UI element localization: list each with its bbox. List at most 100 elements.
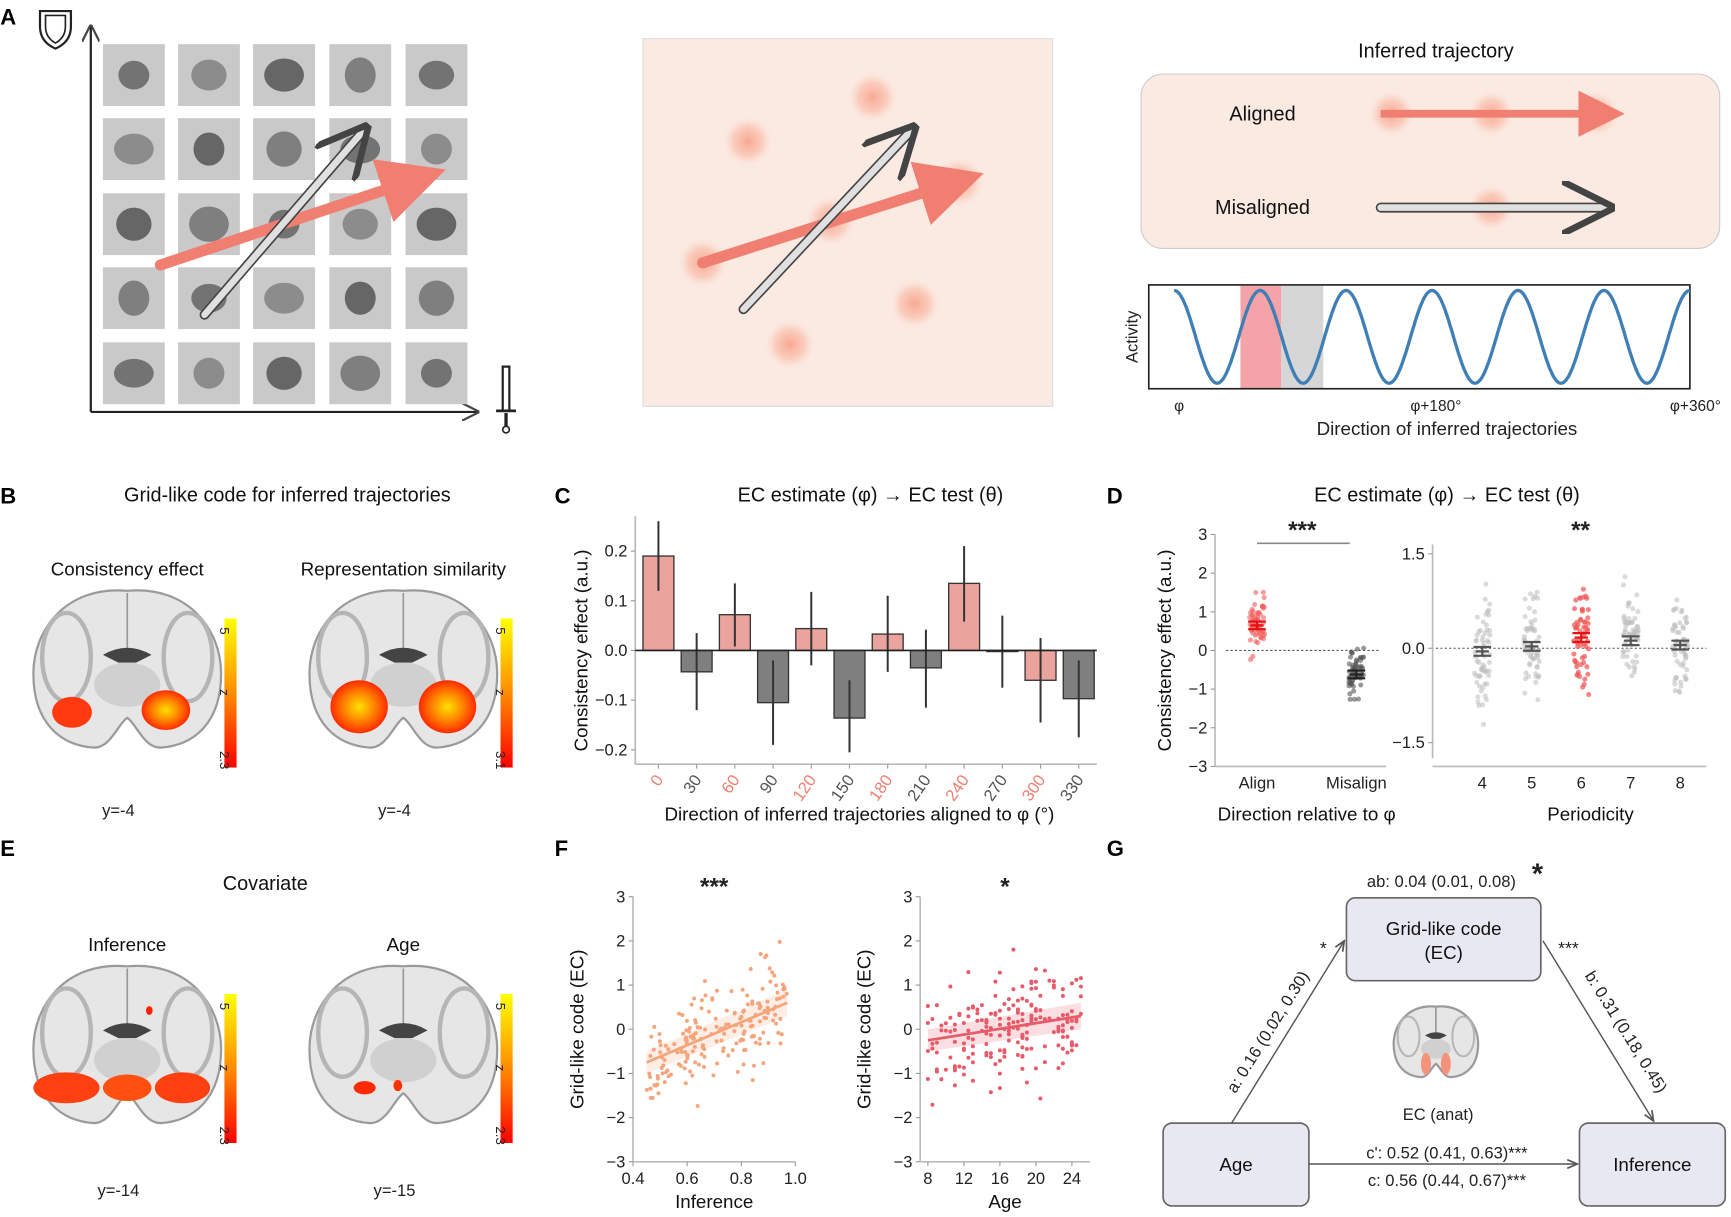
x-tick-label: 8 bbox=[923, 1169, 932, 1188]
data-point bbox=[1353, 657, 1359, 663]
data-point bbox=[1038, 1008, 1043, 1013]
data-point bbox=[1006, 1006, 1011, 1011]
data-point bbox=[1678, 683, 1684, 689]
data-point bbox=[683, 1037, 688, 1042]
data-point bbox=[762, 1015, 767, 1020]
data-point bbox=[648, 1086, 653, 1091]
data-point bbox=[741, 1062, 746, 1067]
data-point bbox=[1024, 1036, 1029, 1041]
data-point bbox=[1056, 1024, 1061, 1029]
book-icon bbox=[178, 118, 240, 181]
data-point bbox=[1682, 673, 1688, 679]
data-point bbox=[1522, 690, 1528, 696]
data-point bbox=[1060, 1046, 1065, 1051]
data-point bbox=[1578, 662, 1584, 668]
y-tick-label: 2 bbox=[903, 931, 912, 950]
y-tick-label: −2 bbox=[606, 1108, 625, 1127]
y-tick-label: 3 bbox=[1198, 525, 1207, 544]
data-point bbox=[1011, 1020, 1016, 1025]
data-point bbox=[1483, 622, 1489, 628]
data-point bbox=[1006, 1038, 1011, 1043]
data-point bbox=[1029, 1015, 1034, 1020]
chart-f-right: 3 2 1 0 −1 −2 −3 8 12 16 20 24 * Age Grid-like code (E… bbox=[853, 874, 1090, 1212]
y-tick-label: −3 bbox=[894, 1152, 913, 1171]
data-point bbox=[1580, 586, 1586, 592]
x-tick-label: 120 bbox=[789, 771, 820, 805]
data-point bbox=[771, 1018, 776, 1023]
data-point bbox=[970, 1078, 975, 1083]
data-point bbox=[1015, 1040, 1020, 1045]
data-point bbox=[750, 1023, 755, 1028]
guitar-icon bbox=[178, 267, 240, 330]
data-point bbox=[993, 1012, 998, 1017]
outcome-box: Inference bbox=[1578, 1122, 1727, 1207]
activity-curve bbox=[1173, 288, 1691, 385]
panel-label-b: B bbox=[0, 484, 16, 509]
pinecone-icon bbox=[102, 118, 165, 181]
trajectory-illustration: Inferred trajectory Aligned Misaligned bbox=[1140, 40, 1721, 250]
data-point bbox=[997, 1071, 1002, 1076]
x-tick-label: 16 bbox=[991, 1169, 1009, 1188]
data-point bbox=[1582, 653, 1588, 659]
data-point bbox=[784, 991, 789, 996]
data-point bbox=[777, 996, 782, 1001]
data-point bbox=[782, 986, 787, 991]
data-point bbox=[1484, 681, 1490, 687]
data-point bbox=[677, 1011, 682, 1016]
data-point bbox=[1584, 664, 1590, 670]
data-point bbox=[988, 1055, 993, 1060]
chart-title: EC estimate (φ) → EC test (θ) bbox=[738, 484, 1004, 506]
data-point bbox=[1534, 589, 1540, 595]
data-point bbox=[1532, 617, 1538, 623]
data-point bbox=[1346, 661, 1352, 667]
data-point bbox=[1060, 1023, 1065, 1028]
map-title: Representation similarity bbox=[301, 558, 507, 579]
data-point bbox=[1632, 630, 1638, 636]
regression-line bbox=[927, 1014, 1082, 1042]
colorbar-max: 5 bbox=[493, 627, 508, 634]
y-axis-label: Consistency effect (a.u.) bbox=[1154, 549, 1175, 751]
x-tick-label: 210 bbox=[903, 771, 934, 805]
data-point bbox=[975, 1007, 980, 1012]
data-point bbox=[662, 1080, 667, 1085]
data-point bbox=[934, 1040, 939, 1045]
data-point bbox=[730, 1048, 735, 1053]
y-tick-label: −0.1 bbox=[595, 691, 628, 710]
mediator-box-label: Grid-like code bbox=[1386, 918, 1502, 939]
data-point bbox=[1678, 679, 1684, 685]
data-point bbox=[1029, 1002, 1034, 1007]
data-point bbox=[1575, 622, 1581, 628]
chart-f-left: 3 2 1 0 −1 −2 −30.4 0.6 0.8 1.0 *** Inference Grid-l… bbox=[566, 874, 807, 1213]
y-tick-label: 0.0 bbox=[604, 641, 627, 660]
data-point bbox=[688, 1034, 693, 1039]
colorbar bbox=[224, 618, 237, 768]
data-point bbox=[1630, 606, 1636, 612]
chart-d-left: EC estimate (φ) → EC test (θ) 3 2 1 0 −1 −2 −3 A… bbox=[1154, 484, 1580, 824]
data-point bbox=[1635, 609, 1641, 615]
data-point bbox=[1060, 993, 1065, 998]
data-point bbox=[1358, 682, 1364, 688]
data-point bbox=[1065, 1020, 1070, 1025]
data-point bbox=[711, 1073, 716, 1078]
y-tick-label: 0.0 bbox=[1402, 639, 1425, 658]
data-point bbox=[729, 989, 734, 994]
data-point bbox=[724, 1022, 729, 1027]
data-point bbox=[961, 1020, 966, 1025]
colorbar-max: 5 bbox=[217, 627, 232, 634]
activation-cluster bbox=[1420, 1052, 1431, 1075]
data-point bbox=[1572, 657, 1578, 663]
data-point bbox=[966, 1028, 971, 1033]
data-point bbox=[966, 970, 971, 975]
data-point bbox=[1532, 593, 1538, 599]
data-point bbox=[1622, 574, 1628, 580]
data-point bbox=[1475, 694, 1481, 700]
data-point bbox=[1672, 688, 1678, 694]
panel-label-d: D bbox=[1107, 484, 1123, 509]
data-point bbox=[715, 1061, 720, 1066]
data-point bbox=[1527, 591, 1534, 597]
panel-label-c: C bbox=[555, 484, 571, 509]
data-point bbox=[1060, 1061, 1065, 1066]
significance-stars: *** bbox=[1288, 517, 1317, 544]
data-point bbox=[1347, 696, 1353, 702]
indirect-effect-label: ab: 0.04 (0.01, 0.08) bbox=[1367, 872, 1516, 891]
